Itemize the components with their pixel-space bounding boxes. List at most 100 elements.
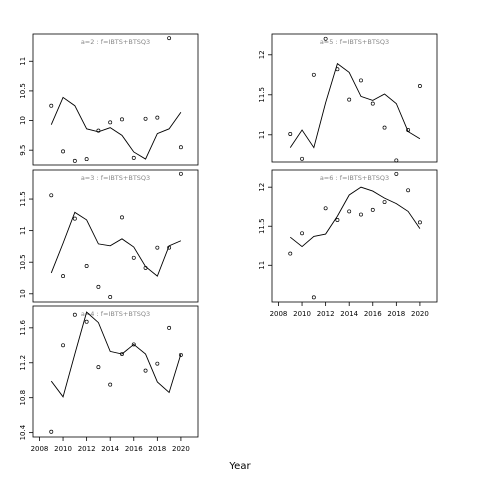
data-point	[370, 101, 375, 106]
y-tick-label: 11.6	[19, 319, 27, 335]
y-tick-label: 10.4	[19, 424, 27, 440]
data-point	[155, 115, 160, 120]
data-point	[84, 319, 89, 324]
data-point	[96, 365, 101, 370]
data-point	[96, 128, 101, 133]
data-point	[120, 352, 124, 356]
data-point	[288, 251, 293, 256]
data-point	[167, 36, 172, 41]
y-tick-label: 11	[258, 261, 266, 270]
data-point	[84, 157, 89, 162]
data-point	[394, 158, 399, 163]
data-point	[49, 429, 54, 434]
panel-title: a=4 : f=IBTS+BTSQ3	[81, 310, 150, 318]
data-point	[61, 343, 66, 348]
data-point	[84, 264, 89, 268]
fit-line	[50, 211, 182, 277]
panel-frame	[32, 305, 199, 438]
data-point	[167, 245, 172, 250]
data-point	[143, 116, 148, 121]
data-point	[49, 103, 54, 108]
panel-frame	[271, 169, 438, 303]
data-point	[143, 368, 148, 373]
x-tick-label: 2012	[78, 445, 96, 453]
panel-frame	[271, 33, 438, 163]
data-point	[108, 294, 113, 299]
data-point	[359, 78, 363, 83]
data-point	[347, 97, 352, 102]
panel-frame	[32, 33, 199, 166]
data-point	[335, 67, 340, 72]
panel-title: a=5 : f=IBTS+BTSQ3	[320, 38, 389, 46]
y-tick-label: 11.5	[19, 191, 27, 207]
y-tick-label: 11.2	[19, 355, 27, 371]
panel-frame	[32, 169, 199, 303]
data-point	[61, 274, 66, 279]
data-point	[72, 158, 77, 163]
x-tick-label: 2012	[317, 310, 335, 318]
x-tick-label: 2020	[172, 445, 190, 453]
x-tick-label: 2018	[387, 310, 405, 318]
data-point	[323, 36, 328, 41]
data-point	[311, 72, 316, 77]
data-point	[300, 156, 305, 161]
data-point	[370, 207, 375, 212]
y-tick-label: 10	[19, 289, 27, 298]
y-tick-label: 10.5	[19, 254, 27, 270]
data-point	[120, 215, 124, 220]
data-point	[382, 125, 387, 130]
data-point	[417, 220, 422, 225]
y-tick-label: 11	[19, 57, 27, 66]
data-point	[120, 117, 124, 122]
x-tick-label: 2008	[31, 445, 49, 453]
panel-title: a=6 : f=IBTS+BTSQ3	[320, 174, 389, 182]
data-point	[323, 206, 328, 211]
data-point	[49, 193, 54, 198]
data-point	[131, 342, 136, 347]
fit-line	[50, 96, 182, 160]
x-tick-label: 2010	[54, 445, 72, 453]
y-tick-label: 11.5	[258, 87, 266, 103]
fit-line	[289, 62, 421, 149]
data-point	[406, 188, 411, 193]
data-point	[178, 352, 183, 357]
data-point	[108, 120, 113, 125]
x-tick-label: 2014	[101, 445, 119, 453]
x-tick-label: 2020	[411, 310, 429, 318]
data-point	[406, 128, 411, 132]
y-tick-label: 10.8	[19, 390, 27, 406]
data-point	[417, 84, 422, 88]
data-point	[335, 218, 340, 222]
x-tick-label: 2014	[340, 310, 358, 318]
panel-title: a=3 : f=IBTS+BTSQ3	[81, 174, 150, 182]
fit-line	[289, 186, 421, 248]
data-point	[72, 312, 77, 317]
data-point	[167, 325, 172, 330]
data-point	[72, 216, 77, 221]
data-point	[382, 200, 387, 204]
data-point	[143, 265, 148, 270]
data-point	[131, 155, 136, 160]
data-point	[96, 284, 101, 289]
panel-title: a=2 : f=IBTS+BTSQ3	[81, 38, 150, 46]
x-tick-label: 2010	[293, 310, 311, 318]
data-point	[300, 231, 305, 236]
data-point	[108, 382, 113, 387]
data-point	[155, 245, 160, 250]
x-tick-label: 2018	[148, 445, 166, 453]
data-point	[155, 361, 160, 366]
data-point	[359, 212, 363, 217]
data-point	[178, 145, 183, 150]
y-tick-label: 11.5	[258, 218, 266, 234]
x-axis-label: Year	[228, 461, 251, 472]
y-tick-label: 10.5	[19, 83, 27, 99]
data-point	[61, 149, 66, 154]
data-point	[288, 132, 293, 136]
y-tick-label: 12	[258, 50, 266, 59]
x-tick-label: 2008	[270, 310, 288, 318]
data-point	[394, 171, 399, 176]
x-tick-label: 2016	[125, 445, 143, 453]
y-tick-label: 11	[258, 130, 266, 139]
data-point	[131, 255, 136, 260]
